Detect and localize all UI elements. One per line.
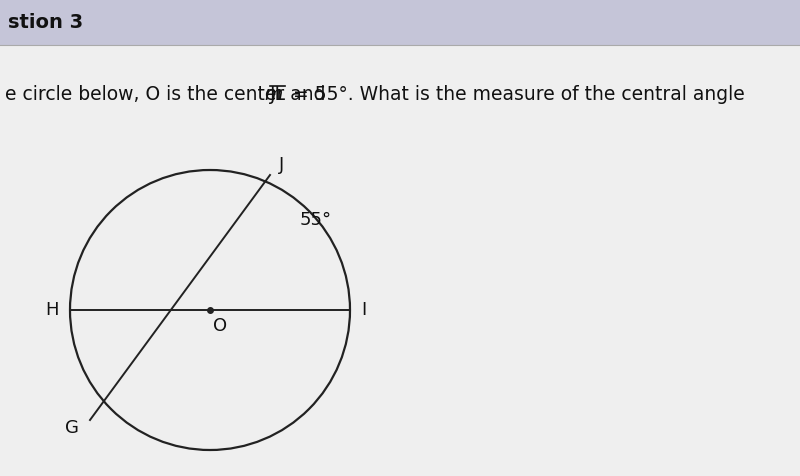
Text: stion 3: stion 3 xyxy=(8,13,83,32)
Text: 55°: 55° xyxy=(300,211,332,229)
Bar xyxy=(0,0,800,45)
Text: = 55°. What is the measure of the central angle: = 55°. What is the measure of the centra… xyxy=(287,86,745,105)
Text: m: m xyxy=(264,86,282,105)
Text: JL: JL xyxy=(270,86,286,105)
Text: J: J xyxy=(279,156,285,174)
Text: O: O xyxy=(213,317,227,335)
Text: e circle below, O is the center and: e circle below, O is the center and xyxy=(5,86,331,105)
Text: G: G xyxy=(65,419,79,437)
Text: I: I xyxy=(362,301,366,319)
Text: H: H xyxy=(46,301,58,319)
